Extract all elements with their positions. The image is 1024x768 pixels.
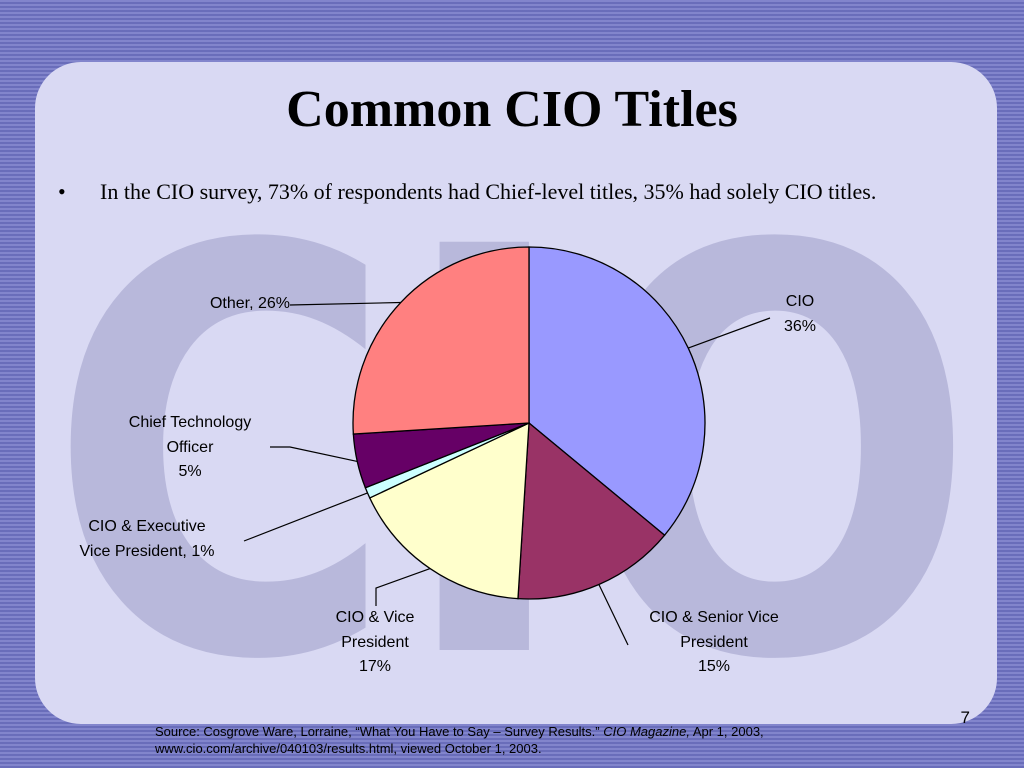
leader-line-chief-technology-officer xyxy=(270,446,358,462)
leader-line-cio xyxy=(687,317,771,349)
slice-label-line: 15% xyxy=(697,658,731,675)
slice-label-line: CIO xyxy=(785,293,815,310)
slice-label-line: 17% xyxy=(358,658,392,675)
slice-label-cio-senior-vice-president: CIO & Senior Vice President 15% xyxy=(620,606,808,680)
leader-line-cio-executive-vice-president xyxy=(243,492,368,542)
slice-label-cio-vice-president: CIO & Vice President 17% xyxy=(300,606,450,680)
slice-label-line: CIO & Vice xyxy=(335,609,415,626)
source-magazine: CIO Magazine, xyxy=(603,724,690,739)
slice-label-line: President xyxy=(341,633,409,651)
source-url: www.cio.com/archive/040103/results.html,… xyxy=(155,741,542,756)
leader-line-other xyxy=(289,301,401,306)
slice-label-line: CIO & Senior Vice xyxy=(649,609,779,626)
pie-slice-cio xyxy=(528,246,706,537)
source-text: Source: Cosgrove Ware, Lorraine, “What Y… xyxy=(155,724,604,739)
source-citation: Source: Cosgrove Ware, Lorraine, “What Y… xyxy=(155,723,855,757)
slice-label-other: Other, 26% xyxy=(180,292,290,317)
slice-label-line: Other, 26% xyxy=(209,295,290,312)
slice-label-cio-executive-vice-president: CIO & Executive Vice President, 1% xyxy=(50,515,244,564)
slide-number: 7 xyxy=(960,708,970,727)
slice-label-line: 36% xyxy=(783,317,817,335)
bullet-text: In the CIO survey, 73% of respondents ha… xyxy=(100,179,877,204)
pie-slice-other xyxy=(352,246,530,435)
slice-label-line: CIO & Executive xyxy=(88,518,206,535)
leader-line-cio-senior-vice-president xyxy=(598,584,629,646)
source-rest: Apr 1, 2003, xyxy=(689,724,764,739)
slice-label-chief-technology-officer: Chief Technology Officer 5% xyxy=(100,411,280,485)
slice-label-line: President xyxy=(680,633,748,651)
page-title: Common CIO Titles xyxy=(286,81,738,138)
slice-label-line: 5% xyxy=(178,463,202,480)
slice-label-line: Vice President, 1% xyxy=(79,542,215,560)
slice-label-cio: CIO 36% xyxy=(760,290,840,339)
leader-line-cio-vice-president xyxy=(375,568,431,606)
slice-label-line: Chief Technology xyxy=(128,414,252,431)
bullet-point: • In the CIO survey, 73% of respondents … xyxy=(58,176,958,207)
bullet-marker: • xyxy=(58,179,66,204)
slice-label-line: Officer xyxy=(166,438,214,456)
